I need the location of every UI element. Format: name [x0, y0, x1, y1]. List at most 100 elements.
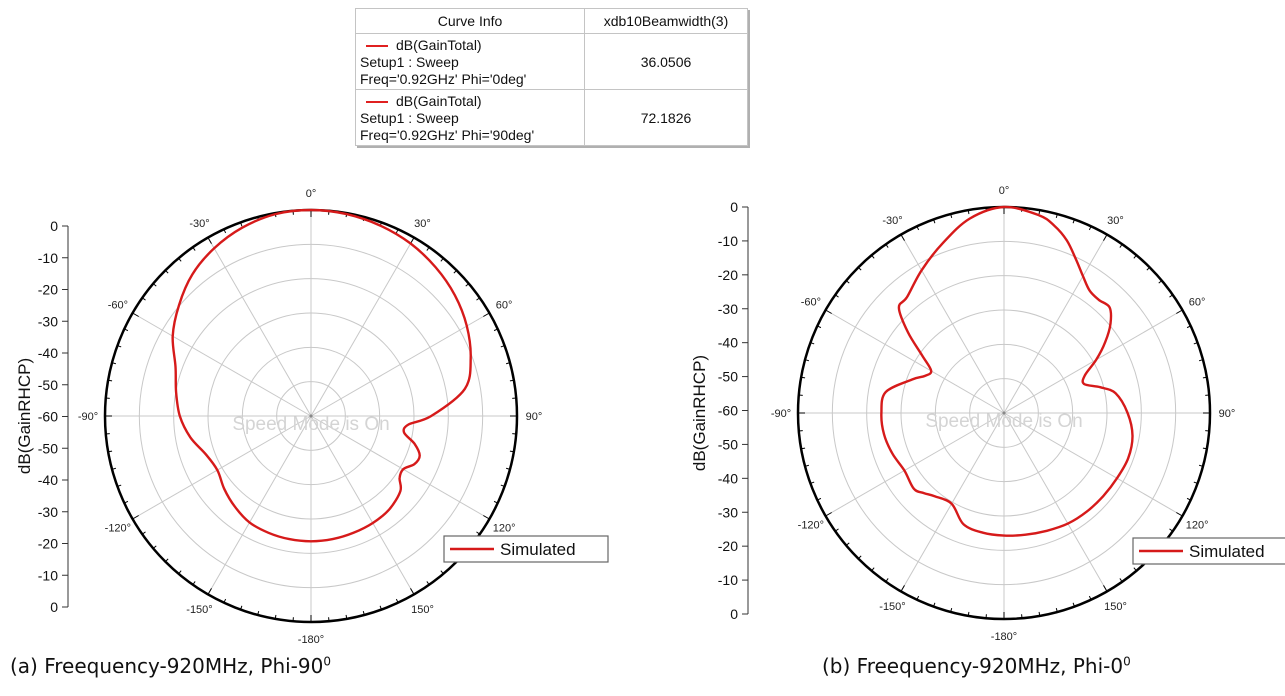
angle-label: 60° [496, 300, 513, 312]
grid-spoke [825, 412, 1005, 517]
angle-tick [810, 342, 815, 345]
angle-tick [505, 362, 511, 365]
angle-tick [1186, 497, 1191, 501]
radial-tick-label: -10 [718, 572, 738, 588]
radial-tick-label: -30 [38, 504, 58, 520]
radial-tick-label: -40 [38, 345, 58, 361]
angle-tick [804, 464, 810, 467]
angle-tick [509, 450, 514, 453]
angle-tick [1072, 602, 1075, 607]
angle-tick [845, 280, 850, 284]
curve-name-line: dB(GainTotal) [360, 93, 578, 110]
angle-tick [132, 312, 139, 317]
angle-tick [817, 497, 822, 501]
angle-label: -150° [879, 601, 905, 613]
angle-tick [1133, 254, 1137, 259]
angle-label: -120° [105, 523, 131, 535]
angle-tick [1176, 309, 1183, 314]
curve-freq: Freq='0.92GHz' Phi='0deg' [360, 71, 527, 87]
curve-setup: Setup1 : Sweep [360, 110, 459, 126]
speed-mode-watermark: Speed Mode is On [232, 414, 389, 435]
caption-b: (b) Freequency-920MHz, Phi-00 [822, 654, 1131, 678]
angle-label: 60° [1189, 297, 1206, 309]
angle-tick [440, 257, 444, 262]
angle-tick [1088, 595, 1092, 600]
radial-tick-label: -40 [718, 335, 738, 351]
radial-tick-label: -10 [38, 250, 58, 266]
angle-tick [933, 602, 936, 607]
angle-tick [1055, 213, 1058, 219]
angle-tick [1146, 266, 1151, 271]
curve-info-header-row: Curve Info xdb10Beamwidth(3) [355, 8, 748, 34]
y-axis-label: dB(GainRHCP) [15, 358, 34, 474]
angle-tick [223, 229, 227, 234]
grid-spoke [900, 412, 1005, 592]
angle-tick [240, 222, 243, 227]
angle-tick [111, 467, 117, 470]
curve-name: dB(GainTotal) [396, 37, 482, 53]
angle-tick [141, 297, 146, 301]
angle-tick [465, 283, 470, 287]
angle-tick [476, 297, 481, 301]
angle-label: 0° [999, 185, 1010, 197]
radial-tick-label: -60 [38, 409, 58, 425]
beamwidth-value: 36.0506 [584, 33, 748, 90]
angle-tick [900, 585, 905, 592]
radial-tick-label: -40 [718, 470, 738, 486]
angle-label: -60° [108, 300, 128, 312]
curve-swatch [366, 101, 388, 104]
angle-tick [483, 515, 490, 520]
curve-name-line: dB(GainTotal) [360, 37, 578, 54]
angle-tick [825, 512, 832, 517]
radial-tick-label: -50 [718, 369, 738, 385]
angle-tick [845, 542, 850, 546]
radial-tick-label: 0 [50, 599, 58, 615]
caption-a: (a) Freequency-920MHz, Phi-900 [10, 654, 331, 678]
angle-tick [257, 610, 260, 616]
legend-label: Simulated [500, 540, 576, 559]
radial-tick-label: -60 [718, 403, 738, 419]
legend-label: Simulated [1189, 542, 1265, 561]
angle-tick [192, 246, 196, 251]
angle-tick [1193, 342, 1198, 345]
radial-tick-label: -10 [718, 233, 738, 249]
angle-tick [810, 481, 815, 484]
angle-tick [141, 531, 146, 535]
grid-spoke [132, 415, 312, 520]
angle-tick [1158, 280, 1163, 284]
angle-label: 150° [411, 604, 434, 616]
polar-center [1002, 411, 1006, 415]
angle-label: 30° [414, 218, 431, 230]
angle-tick [395, 229, 399, 234]
angle-tick [223, 598, 227, 603]
beamwidth-header: xdb10Beamwidth(3) [584, 8, 748, 34]
angle-label: -90° [78, 411, 98, 423]
angle-tick [395, 598, 399, 603]
angle-tick [1202, 447, 1207, 450]
angle-tick [207, 588, 212, 595]
grid-spoke [310, 415, 490, 520]
angle-tick [885, 243, 889, 248]
polar-center [309, 414, 313, 418]
angle-tick [178, 257, 182, 262]
angle-tick [1103, 234, 1108, 241]
angle-tick [124, 500, 129, 504]
caption-a-text: (a) Freequency-920MHz, Phi-90 [10, 654, 324, 678]
beamwidth-value: 72.1826 [584, 89, 748, 146]
angle-tick [426, 246, 430, 251]
curve-info-table: Curve Info xdb10Beamwidth(3) dB(GainTota… [355, 8, 748, 146]
angle-tick [505, 467, 511, 470]
angle-tick [117, 484, 122, 487]
radial-tick-label: -20 [38, 536, 58, 552]
angle-label: -180° [991, 631, 1017, 643]
caption-a-superscript: 0 [323, 654, 331, 669]
grid-spoke [1003, 309, 1183, 414]
angle-tick [483, 312, 490, 317]
angle-tick [1072, 219, 1075, 224]
angle-tick [950, 607, 953, 613]
angle-tick [1202, 376, 1207, 379]
angle-tick [410, 588, 415, 595]
grid-spoke [900, 234, 1005, 414]
grid-spoke [310, 312, 490, 417]
